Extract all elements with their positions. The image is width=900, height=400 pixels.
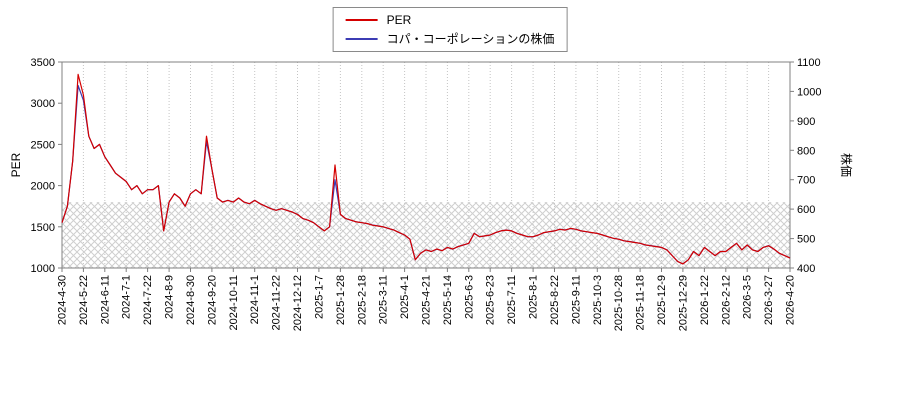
x-tick-label: 2024-5-22 — [78, 275, 90, 325]
x-tick-label: 2024-8-30 — [185, 275, 197, 325]
left-axis-title: PER — [9, 152, 23, 177]
x-tick-label: 2024-11-1 — [249, 275, 261, 324]
x-tick-label: 2025-8-22 — [549, 275, 561, 325]
y-right-tick-label: 600 — [797, 204, 815, 216]
x-tick-label: 2024-4-30 — [57, 275, 69, 325]
x-tick-label: 2025-5-14 — [442, 275, 454, 325]
x-tick-label: 2025-1-7 — [313, 275, 325, 319]
y-right-tick-label: 400 — [797, 263, 815, 275]
chart-legend: PER コパ・コーポレーションの株価 — [332, 7, 568, 52]
x-tick-label: 2024-7-22 — [142, 275, 154, 325]
y-right-tick-label: 800 — [797, 145, 815, 157]
y-left-tick-label: 3000 — [31, 98, 55, 110]
x-tick-label: 2025-11-18 — [635, 275, 647, 330]
x-tick-label: 2025-4-21 — [421, 275, 433, 325]
x-tick-label: 2026-2-12 — [720, 275, 732, 325]
x-tick-label: 2026-3-5 — [742, 275, 754, 319]
x-tick-label: 2024-9-20 — [206, 275, 218, 325]
x-tick-label: 2025-4-1 — [399, 275, 411, 319]
x-tick-label: 2025-2-18 — [356, 275, 368, 325]
legend-item-per: PER — [345, 13, 555, 27]
x-tick-label: 2024-8-9 — [164, 275, 176, 319]
x-tick-label: 2024-7-1 — [121, 275, 133, 319]
per-line-swatch — [345, 19, 378, 21]
x-tick-label: 2024-6-11 — [99, 275, 111, 324]
y-right-tick-label: 1100 — [797, 57, 821, 69]
x-tick-label: 2025-8-1 — [528, 275, 540, 319]
x-tick-label: 2025-12-9 — [656, 275, 668, 325]
x-tick-label: 2026-3-27 — [763, 275, 775, 325]
x-tick-label: 2025-6-3 — [463, 275, 475, 319]
y-left-tick-label: 1500 — [31, 222, 55, 234]
x-tick-label: 2025-1-28 — [335, 275, 347, 325]
x-tick-label: 2025-9-11 — [570, 275, 582, 324]
x-tick-label: 2024-12-12 — [292, 275, 304, 331]
x-tick-label: 2026-4-20 — [785, 275, 797, 325]
per-line — [61, 73, 791, 265]
y-right-tick-label: 1000 — [797, 86, 821, 98]
right-axis-title: 株価 — [839, 153, 854, 177]
y-left-tick-label: 3500 — [31, 57, 55, 69]
x-tick-label: 2025-10-28 — [613, 275, 625, 331]
x-tick-label: 2025-7-11 — [506, 275, 518, 324]
y-right-tick-label: 900 — [797, 116, 815, 128]
hatched-band — [62, 202, 790, 268]
x-tick-label: 2025-3-11 — [378, 275, 390, 324]
y-right-tick-label: 500 — [797, 234, 815, 246]
y-left-tick-label: 2500 — [31, 139, 55, 151]
stock-price-line-swatch — [345, 38, 378, 40]
x-tick-label: 2026-1-22 — [699, 275, 711, 325]
legend-label-stock-price: コパ・コーポレーションの株価 — [386, 32, 555, 46]
y-left-tick-label: 2000 — [31, 181, 55, 193]
y-right-tick-label: 700 — [797, 175, 815, 187]
x-tick-label: 2024-11-22 — [271, 275, 283, 330]
x-tick-label: 2024-10-11 — [228, 275, 240, 330]
x-tick-label: 2025-6-23 — [485, 275, 497, 325]
x-tick-label: 2025-10-3 — [592, 275, 604, 325]
y-left-tick-label: 1000 — [31, 263, 55, 275]
legend-label-per: PER — [386, 13, 412, 27]
legend-item-stock-price: コパ・コーポレーションの株価 — [345, 32, 555, 46]
x-tick-label: 2025-12-29 — [677, 275, 689, 331]
